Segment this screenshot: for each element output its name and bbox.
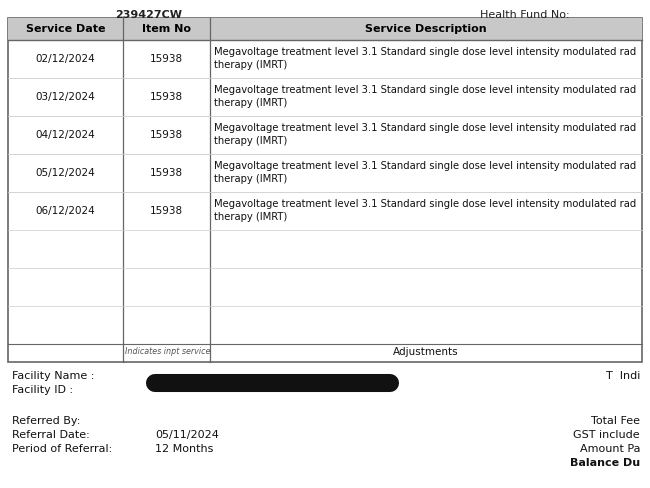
Text: therapy (IMRT): therapy (IMRT) [214, 60, 287, 70]
Text: 12 Months: 12 Months [155, 444, 213, 454]
Text: 15938: 15938 [150, 206, 183, 216]
Text: Adjustments: Adjustments [393, 347, 459, 357]
Text: Service Description: Service Description [365, 24, 487, 34]
Text: T  Indi: T Indi [606, 371, 640, 381]
Text: 15938: 15938 [150, 130, 183, 140]
Text: Facility ID :: Facility ID : [12, 385, 73, 395]
Text: GST include: GST include [573, 430, 640, 440]
Text: Megavoltage treatment level 3.1 Standard single dose level intensity modulated r: Megavoltage treatment level 3.1 Standard… [214, 123, 636, 133]
Text: Referred By:: Referred By: [12, 416, 81, 426]
Text: Total Fee: Total Fee [591, 416, 640, 426]
Text: Balance Du: Balance Du [570, 458, 640, 468]
Text: 03/12/2024: 03/12/2024 [36, 92, 96, 102]
Text: therapy (IMRT): therapy (IMRT) [214, 98, 287, 108]
Text: 15938: 15938 [150, 54, 183, 64]
Text: Megavoltage treatment level 3.1 Standard single dose level intensity modulated r: Megavoltage treatment level 3.1 Standard… [214, 85, 636, 95]
Text: Health Fund No:: Health Fund No: [480, 10, 569, 20]
Text: Item No: Item No [142, 24, 191, 34]
Text: therapy (IMRT): therapy (IMRT) [214, 136, 287, 146]
Text: Referral Date:: Referral Date: [12, 430, 90, 440]
Text: 15938: 15938 [150, 92, 183, 102]
Bar [8, 18, 642, 362]
Bar [8, 18, 642, 40]
Text: Indicates inpt service: Indicates inpt service [125, 347, 211, 356]
Text: Facility Name :: Facility Name : [12, 371, 94, 381]
Text: 239427CW: 239427CW [115, 10, 182, 20]
Text: Service Date: Service Date [26, 24, 105, 34]
Text: Megavoltage treatment level 3.1 Standard single dose level intensity modulated r: Megavoltage treatment level 3.1 Standard… [214, 47, 636, 57]
Text: 05/12/2024: 05/12/2024 [36, 168, 96, 178]
Text: 15938: 15938 [150, 168, 183, 178]
Text: therapy (IMRT): therapy (IMRT) [214, 174, 287, 184]
Text: therapy (IMRT): therapy (IMRT) [214, 212, 287, 222]
Text: Megavoltage treatment level 3.1 Standard single dose level intensity modulated r: Megavoltage treatment level 3.1 Standard… [214, 199, 636, 209]
Text: Period of Referral:: Period of Referral: [12, 444, 112, 454]
Text: Amount Pa: Amount Pa [580, 444, 640, 454]
Text: 06/12/2024: 06/12/2024 [36, 206, 96, 216]
Text: 02/12/2024: 02/12/2024 [36, 54, 96, 64]
Text: Megavoltage treatment level 3.1 Standard single dose level intensity modulated r: Megavoltage treatment level 3.1 Standard… [214, 161, 636, 171]
Text: 05/11/2024: 05/11/2024 [155, 430, 219, 440]
Text: 04/12/2024: 04/12/2024 [36, 130, 96, 140]
